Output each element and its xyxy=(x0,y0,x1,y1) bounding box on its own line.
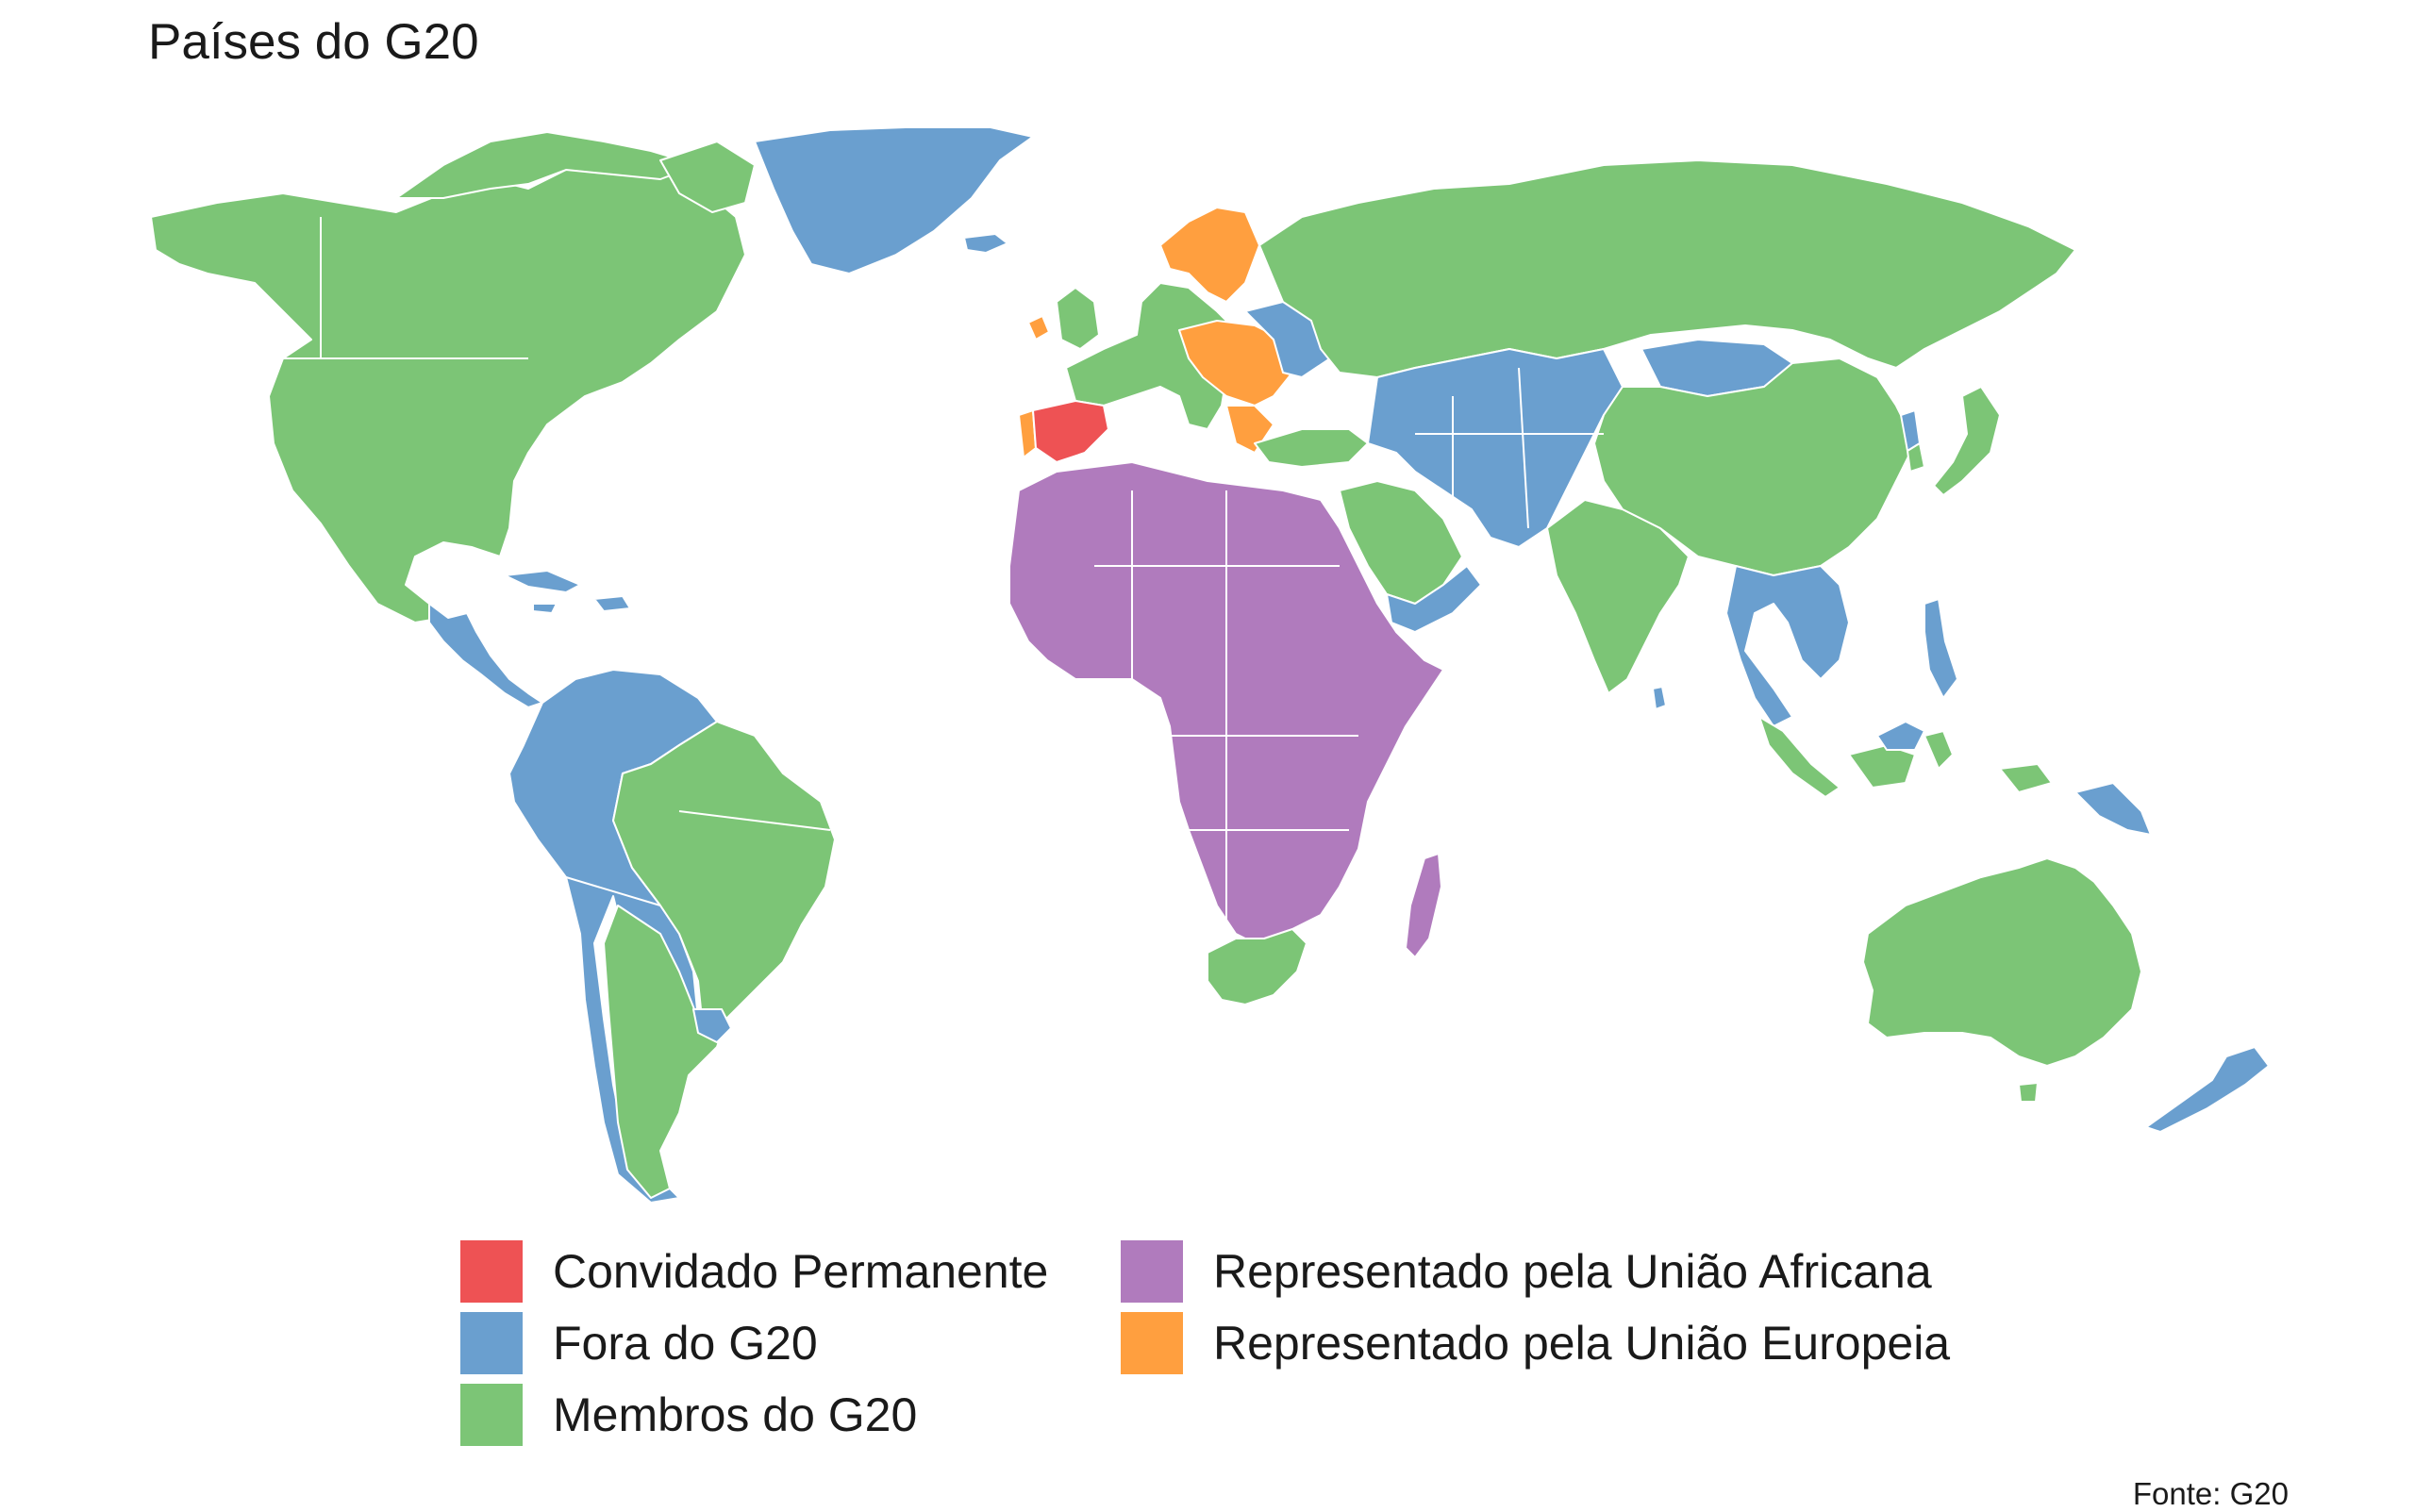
map-title: Países do G20 xyxy=(148,14,479,70)
region-sri-lanka xyxy=(1652,686,1667,710)
region-ireland xyxy=(1027,315,1050,341)
region-central-asia xyxy=(1367,348,1624,548)
legend-item-fora: Fora do G20 xyxy=(460,1307,1121,1379)
region-new-zealand xyxy=(2145,1046,2270,1133)
region-argentina xyxy=(603,905,727,1199)
legend-item-membros: Membros do G20 xyxy=(460,1379,1121,1451)
world-map xyxy=(150,126,2270,1204)
region-australia xyxy=(1862,857,2142,1067)
region-greenland xyxy=(754,126,1034,274)
region-japan xyxy=(1933,386,2001,496)
region-caribbean xyxy=(504,570,631,614)
region-south-korea xyxy=(1907,442,1925,473)
legend-swatch xyxy=(460,1312,523,1374)
legend-swatch xyxy=(460,1240,523,1303)
legend-item-uniao-africana: Representado pela União Africana xyxy=(1121,1236,1970,1307)
region-north-america xyxy=(150,159,746,623)
region-eu-central xyxy=(1178,320,1293,407)
legend-item-convidado: Convidado Permanente xyxy=(460,1236,1121,1307)
region-spain xyxy=(1032,400,1109,463)
legend-label: Representado pela União Europeia xyxy=(1213,1317,1951,1370)
legend-swatch xyxy=(460,1384,523,1446)
legend-swatch xyxy=(1121,1312,1183,1374)
region-uruguay xyxy=(692,1008,732,1043)
region-eu-north xyxy=(1159,207,1260,303)
region-malaysia xyxy=(1876,721,1925,751)
region-tasmania xyxy=(2018,1082,2039,1103)
region-baffin xyxy=(659,141,756,213)
region-china xyxy=(1593,357,1916,576)
region-southeast-asia xyxy=(1725,565,1850,727)
country-borders xyxy=(274,217,1604,924)
legend: Convidado Permanente Fora do G20 Membros… xyxy=(460,1236,1970,1451)
legend-swatch xyxy=(1121,1240,1183,1303)
legend-label: Convidado Permanente xyxy=(553,1245,1049,1298)
source-caption: Fonte: G20 xyxy=(2132,1476,2289,1511)
region-indonesia xyxy=(1758,716,2053,798)
legend-label: Membros do G20 xyxy=(553,1388,918,1441)
legend-label: Fora do G20 xyxy=(553,1317,818,1370)
region-philippines xyxy=(1924,598,1958,699)
region-papua xyxy=(2074,782,2152,836)
region-uk xyxy=(1056,287,1100,350)
region-brazil xyxy=(612,721,836,1029)
region-iceland xyxy=(963,233,1008,254)
region-yemen-oman xyxy=(1386,565,1482,633)
region-central-america xyxy=(428,603,543,708)
region-south-africa xyxy=(1207,928,1307,1005)
legend-item-uniao-europeia: Representado pela União Europeia xyxy=(1121,1307,1970,1379)
region-turkey xyxy=(1254,428,1369,468)
region-madagascar xyxy=(1405,853,1442,958)
legend-label: Representado pela União Africana xyxy=(1213,1245,1932,1298)
